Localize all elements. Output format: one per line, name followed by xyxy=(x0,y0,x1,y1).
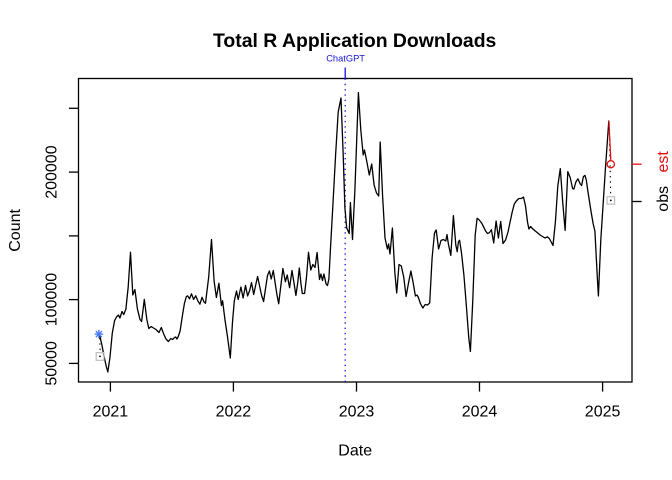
svg-text:100000: 100000 xyxy=(44,273,61,326)
svg-text:ChatGPT: ChatGPT xyxy=(326,54,365,64)
svg-text:2023: 2023 xyxy=(339,404,375,421)
svg-text:Count: Count xyxy=(7,209,24,252)
svg-text:200000: 200000 xyxy=(44,145,61,198)
svg-text:Total R Application Downloads: Total R Application Downloads xyxy=(213,30,496,52)
svg-text:50000: 50000 xyxy=(44,341,61,386)
svg-text:2021: 2021 xyxy=(93,404,129,421)
svg-text:2025: 2025 xyxy=(585,404,621,421)
svg-text:Date: Date xyxy=(338,443,372,460)
svg-text:2024: 2024 xyxy=(462,404,498,421)
svg-text:obs: obs xyxy=(655,186,672,212)
svg-text:2022: 2022 xyxy=(216,404,252,421)
svg-text:est: est xyxy=(655,151,672,173)
